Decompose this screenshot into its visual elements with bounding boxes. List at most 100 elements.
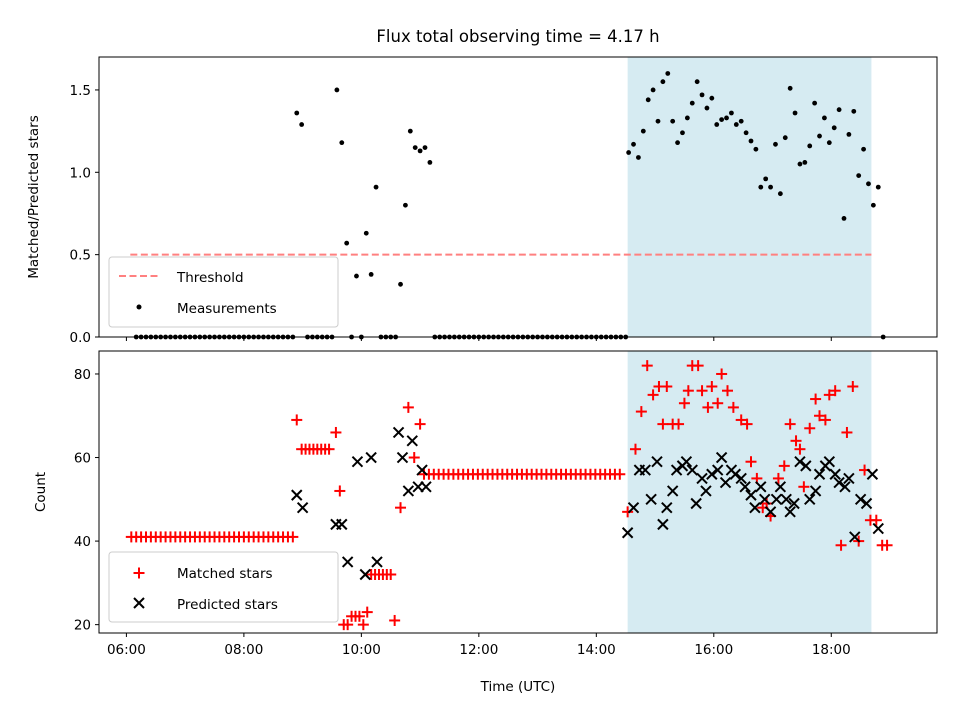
measurement-point: [851, 108, 857, 114]
measurement-point: [846, 132, 852, 137]
matched-star-point: [692, 360, 704, 372]
measurement-point: [344, 240, 350, 246]
measurement-point: [866, 181, 871, 187]
matched-star-point: [841, 426, 853, 438]
predicted-star-point: [794, 456, 806, 468]
legend-matched-swatch: [133, 567, 145, 579]
predicted-star-point: [872, 522, 884, 535]
predicted-star-point: [696, 472, 708, 485]
matched-star-point: [722, 385, 733, 397]
predicted-star-point: [706, 468, 718, 480]
measurement-point: [748, 138, 754, 144]
bottom-y-tick-label: 60: [74, 451, 91, 467]
predicted-star-point: [833, 476, 845, 489]
top-y-axis: 0.0 0.5 1.0 1.5: [70, 83, 99, 346]
x-tick-label: 06:00: [107, 642, 146, 658]
x-tick-label: 10:00: [342, 642, 381, 658]
matched-star-point: [361, 606, 373, 618]
measurement-point: [831, 125, 837, 131]
predicted-star-point: [712, 464, 724, 476]
matched-star-point: [790, 435, 802, 447]
measurement-point: [339, 140, 345, 146]
predicted-star-point: [639, 464, 651, 476]
matched-star-point: [735, 414, 747, 426]
matched-star-point: [353, 610, 365, 622]
predicted-star-point: [392, 426, 405, 439]
predicted-star-point: [829, 468, 841, 480]
matched-star-point: [745, 456, 757, 468]
bottom-y-axis: 20 40 60 80: [74, 367, 99, 634]
predicted-star-point: [715, 451, 728, 464]
predicted-star-point: [666, 485, 679, 497]
predicted-star-point: [719, 476, 732, 489]
measurement-point: [709, 95, 715, 101]
top-axes-frame: [98, 56, 938, 338]
matched-star-point: [696, 385, 708, 397]
measurement-point: [758, 184, 764, 190]
predicted-star-point: [839, 481, 851, 493]
matched-star-point: [287, 531, 299, 543]
bottom-x-axis: 06:00 08:00 10:00 12:00 14:00 16:00 18:00: [107, 633, 851, 658]
measurement-point: [427, 160, 433, 165]
matched-star-point: [810, 393, 822, 405]
predicted-star-point: [774, 481, 787, 493]
bottom-legend-box: [108, 551, 339, 623]
measurement-point: [870, 202, 876, 208]
matched-star-point: [678, 397, 690, 409]
matched-star-point: [661, 381, 673, 393]
measurement-point: [768, 184, 773, 190]
bottom-panel: 20 40 60 80 06:00 08:00 10:00 12:00 14:00 16:00 1…: [33, 350, 938, 695]
matched-star-point: [823, 389, 835, 401]
bottom-y-label: Count: [33, 472, 49, 512]
legend-measurements-swatch: [136, 304, 142, 310]
measurement-point: [861, 146, 866, 152]
measurement-point: [826, 140, 832, 146]
measurement-point: [724, 115, 729, 121]
measurement-point: [670, 118, 676, 124]
predicted-star-point: [416, 464, 428, 476]
predicted-star-point: [788, 497, 800, 510]
measurement-point: [631, 141, 636, 147]
predicted-star-point: [645, 493, 657, 506]
measurement-point: [699, 92, 705, 98]
predicted-star-point: [402, 485, 415, 497]
predicted-star-point: [680, 456, 693, 468]
matched-star-point: [635, 406, 647, 418]
matched-star-point: [847, 381, 859, 393]
matched-star-point: [395, 502, 407, 514]
matched-star-point: [772, 472, 784, 484]
measurement-point: [294, 110, 300, 116]
predicted-star-point: [359, 568, 371, 581]
measurement-point: [807, 143, 813, 149]
predicted-star-point: [804, 493, 816, 506]
predicted-star-point: [764, 506, 777, 518]
legend-matched-label: Matched stars: [177, 566, 273, 582]
measurement-point: [680, 130, 685, 136]
measurement-point: [636, 155, 641, 160]
matched-star-point: [835, 539, 847, 551]
predicted-star-point: [365, 451, 377, 464]
top-y-label: Matched/Predicted stars: [26, 115, 42, 278]
measurement-point: [792, 110, 798, 116]
measurement-point: [334, 87, 340, 93]
measurement-point: [689, 100, 695, 106]
bottom-axes-frame: [98, 350, 938, 634]
predicted-star-point: [336, 518, 348, 531]
measurement-point: [729, 110, 734, 116]
matched-star-point: [323, 443, 335, 455]
measurement-point: [753, 146, 759, 152]
predicted-star-point: [341, 556, 354, 568]
predicted-star-point: [686, 464, 698, 476]
predicted-star-point: [745, 489, 757, 501]
measurement-point: [373, 184, 379, 190]
predicted-star-point: [784, 506, 796, 518]
predicted-star-point: [755, 481, 767, 493]
measurement-point: [875, 184, 881, 190]
x-tick-label: 14:00: [577, 642, 616, 658]
predicted-star-point: [780, 493, 792, 506]
x-tick-label: 12:00: [459, 642, 498, 658]
matched-star-point: [622, 506, 634, 518]
predicted-star-point: [729, 468, 742, 480]
matched-star-point: [291, 414, 303, 426]
measurement-point: [407, 128, 413, 134]
